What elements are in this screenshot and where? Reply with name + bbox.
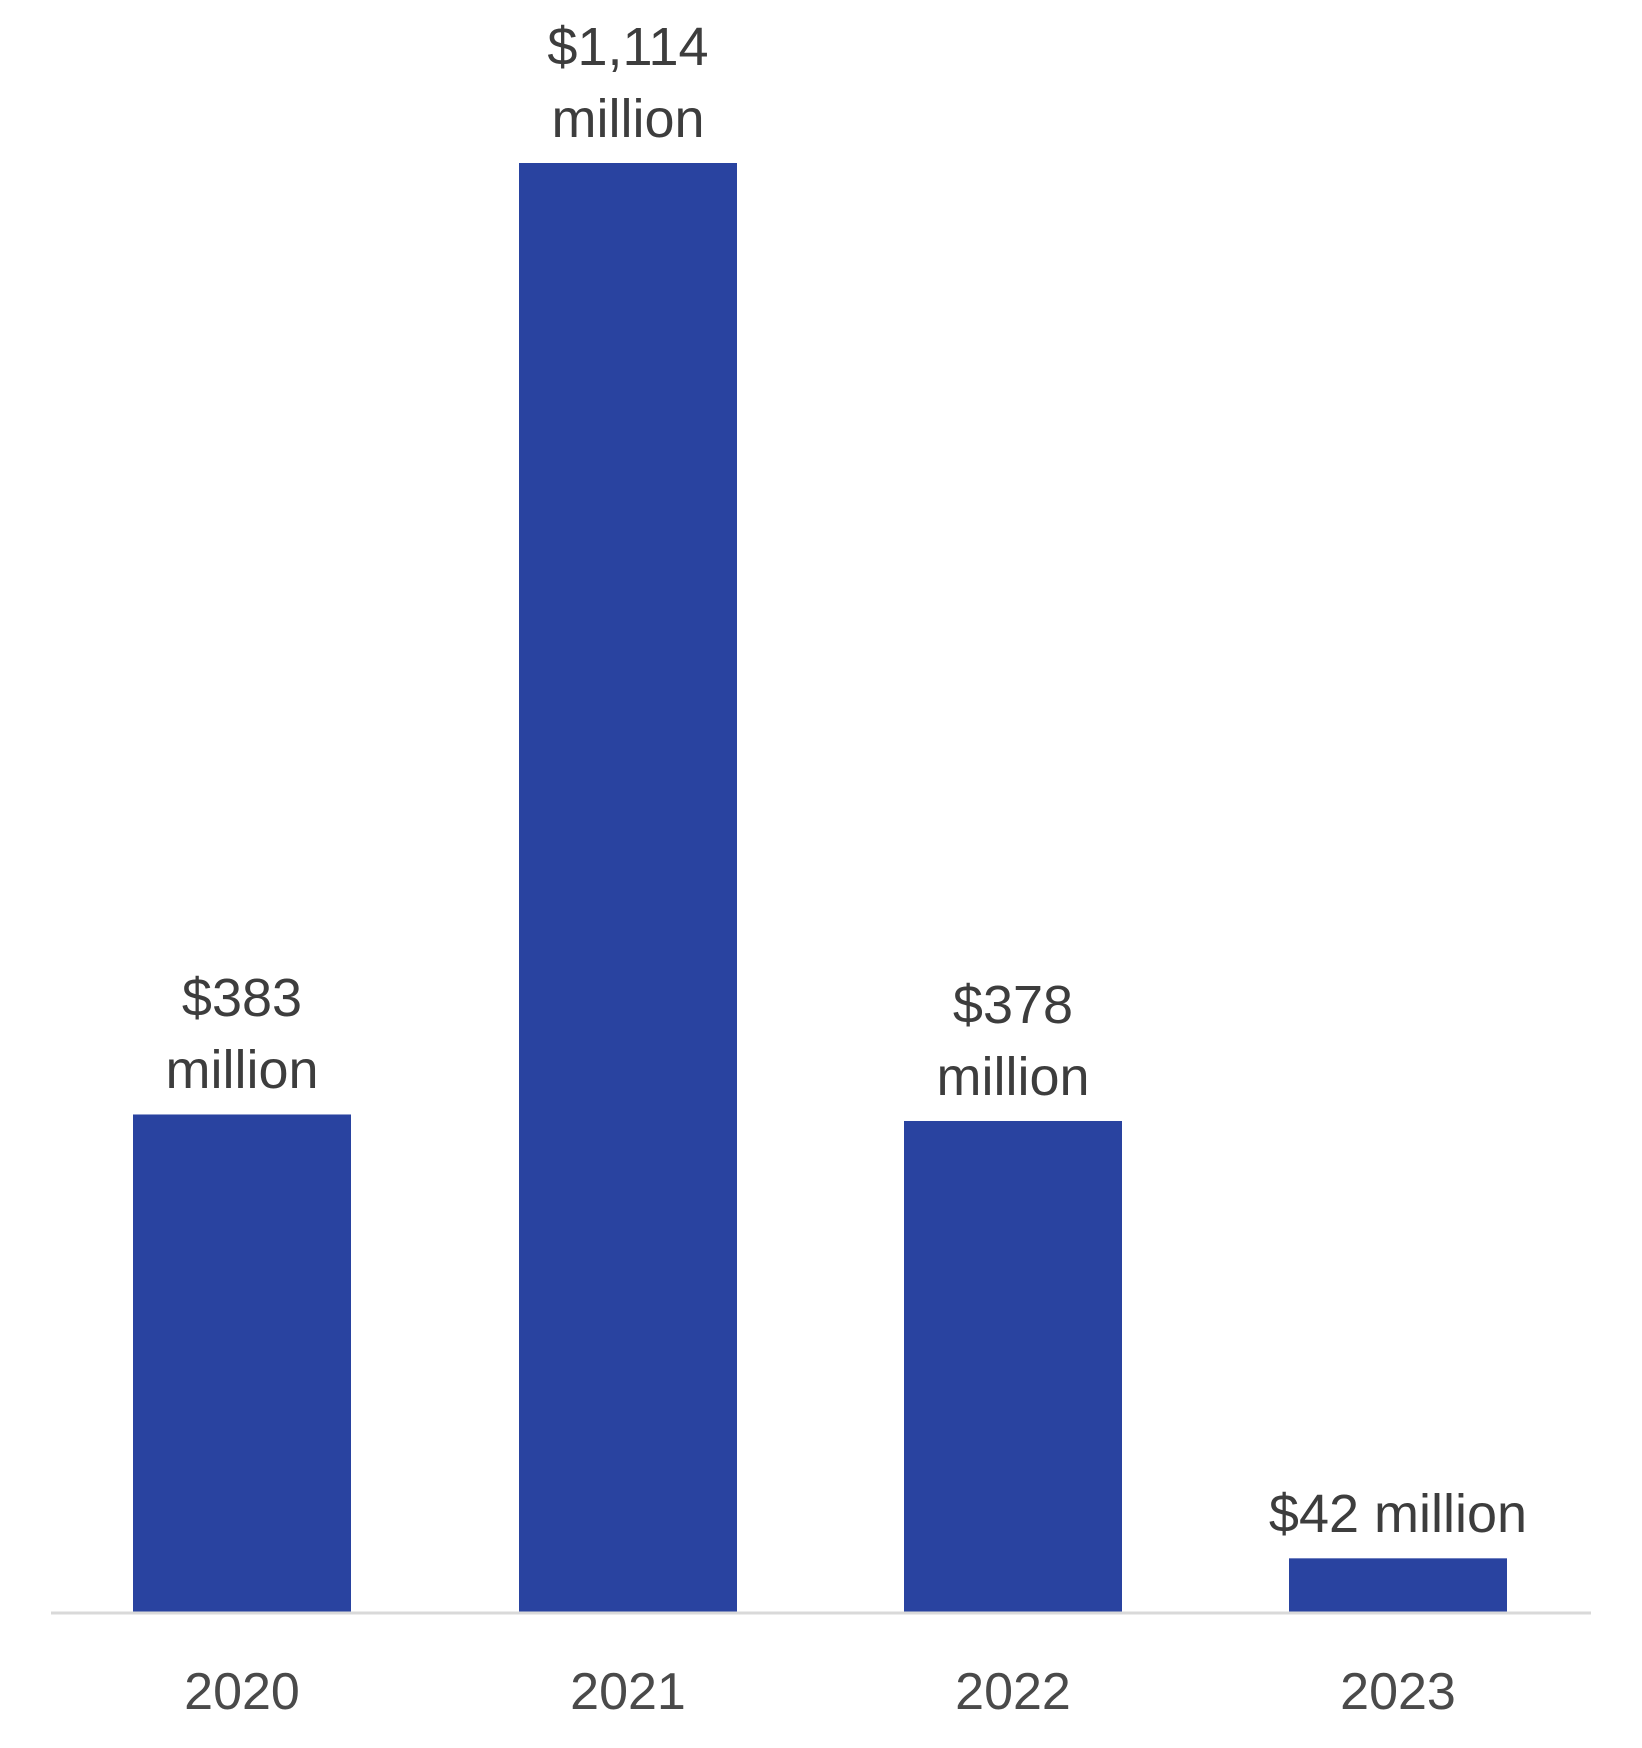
x-tick-label-2020: 2020	[184, 1663, 300, 1721]
data-label-line: $378	[952, 974, 1074, 1035]
data-label-line: million	[165, 1040, 319, 1101]
data-label-2021: $1,114 million	[478, 11, 778, 155]
data-label-line: million	[551, 89, 705, 149]
x-tick-label-2022: 2022	[955, 1663, 1071, 1721]
bar-2023	[1289, 1558, 1507, 1613]
data-label-line: $42 million	[1268, 1484, 1528, 1545]
data-label-2020: $383 million	[92, 962, 392, 1106]
x-tick-label-2021: 2021	[570, 1663, 686, 1721]
bar-2020	[133, 1114, 351, 1613]
data-label-2022: $378 million	[863, 969, 1163, 1113]
data-label-line: $383	[181, 968, 303, 1029]
x-tick-label-2023: 2023	[1340, 1663, 1456, 1721]
data-label-2023: $42 million	[1248, 1478, 1548, 1550]
data-label-line: million	[936, 1046, 1090, 1107]
bar-2021	[519, 163, 737, 1613]
bar-2022	[904, 1120, 1122, 1613]
data-label-line: $1,114	[547, 17, 709, 77]
